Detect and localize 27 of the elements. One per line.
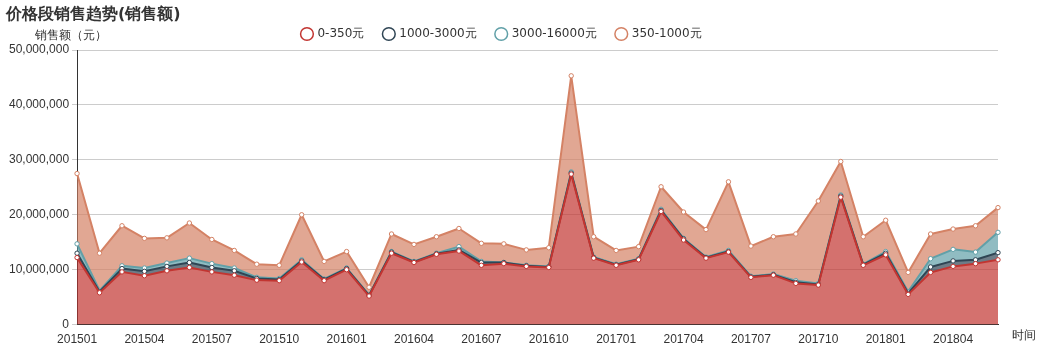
x-tick-label: 201604 [393,332,435,347]
legend-label: 3000-16000元 [511,26,597,41]
x-tick-label: 201510 [259,332,300,347]
x-tick-label: 201704 [663,332,704,347]
x-tick-label: 201801 [865,332,907,347]
y-tick-label: 20,000,000 [9,207,70,222]
legend-label: 350-1000元 [631,26,702,41]
legend-label: 0-350元 [317,26,365,41]
x-tick-label: 201710 [798,332,839,347]
x-tick-label: 201610 [528,332,570,347]
chart-title: 价格段销售趋势(销售额) [6,4,181,25]
y-axis-title: 销售额（元） [34,28,108,43]
x-tick-label: 201701 [596,332,637,347]
y-tick-label: 50,000,000 [9,42,70,57]
x-tick-label: 201507 [191,332,233,347]
x-tick-label: 201504 [124,332,165,347]
x-tick-label: 201804 [933,332,974,347]
y-tick-label: 0 [62,316,70,331]
x-tick-label: 201601 [326,332,367,347]
y-tick-label: 40,000,000 [9,97,70,112]
x-tick-label: 201707 [730,332,772,347]
x-axis-title: 时间 [1012,328,1036,343]
x-tick-label: 201607 [461,332,502,347]
x-tick-label: 201501 [57,332,98,347]
y-tick-label: 10,000,000 [9,261,70,276]
legend-label: 1000-3000元 [399,26,477,41]
y-tick-label: 30,000,000 [9,152,70,167]
